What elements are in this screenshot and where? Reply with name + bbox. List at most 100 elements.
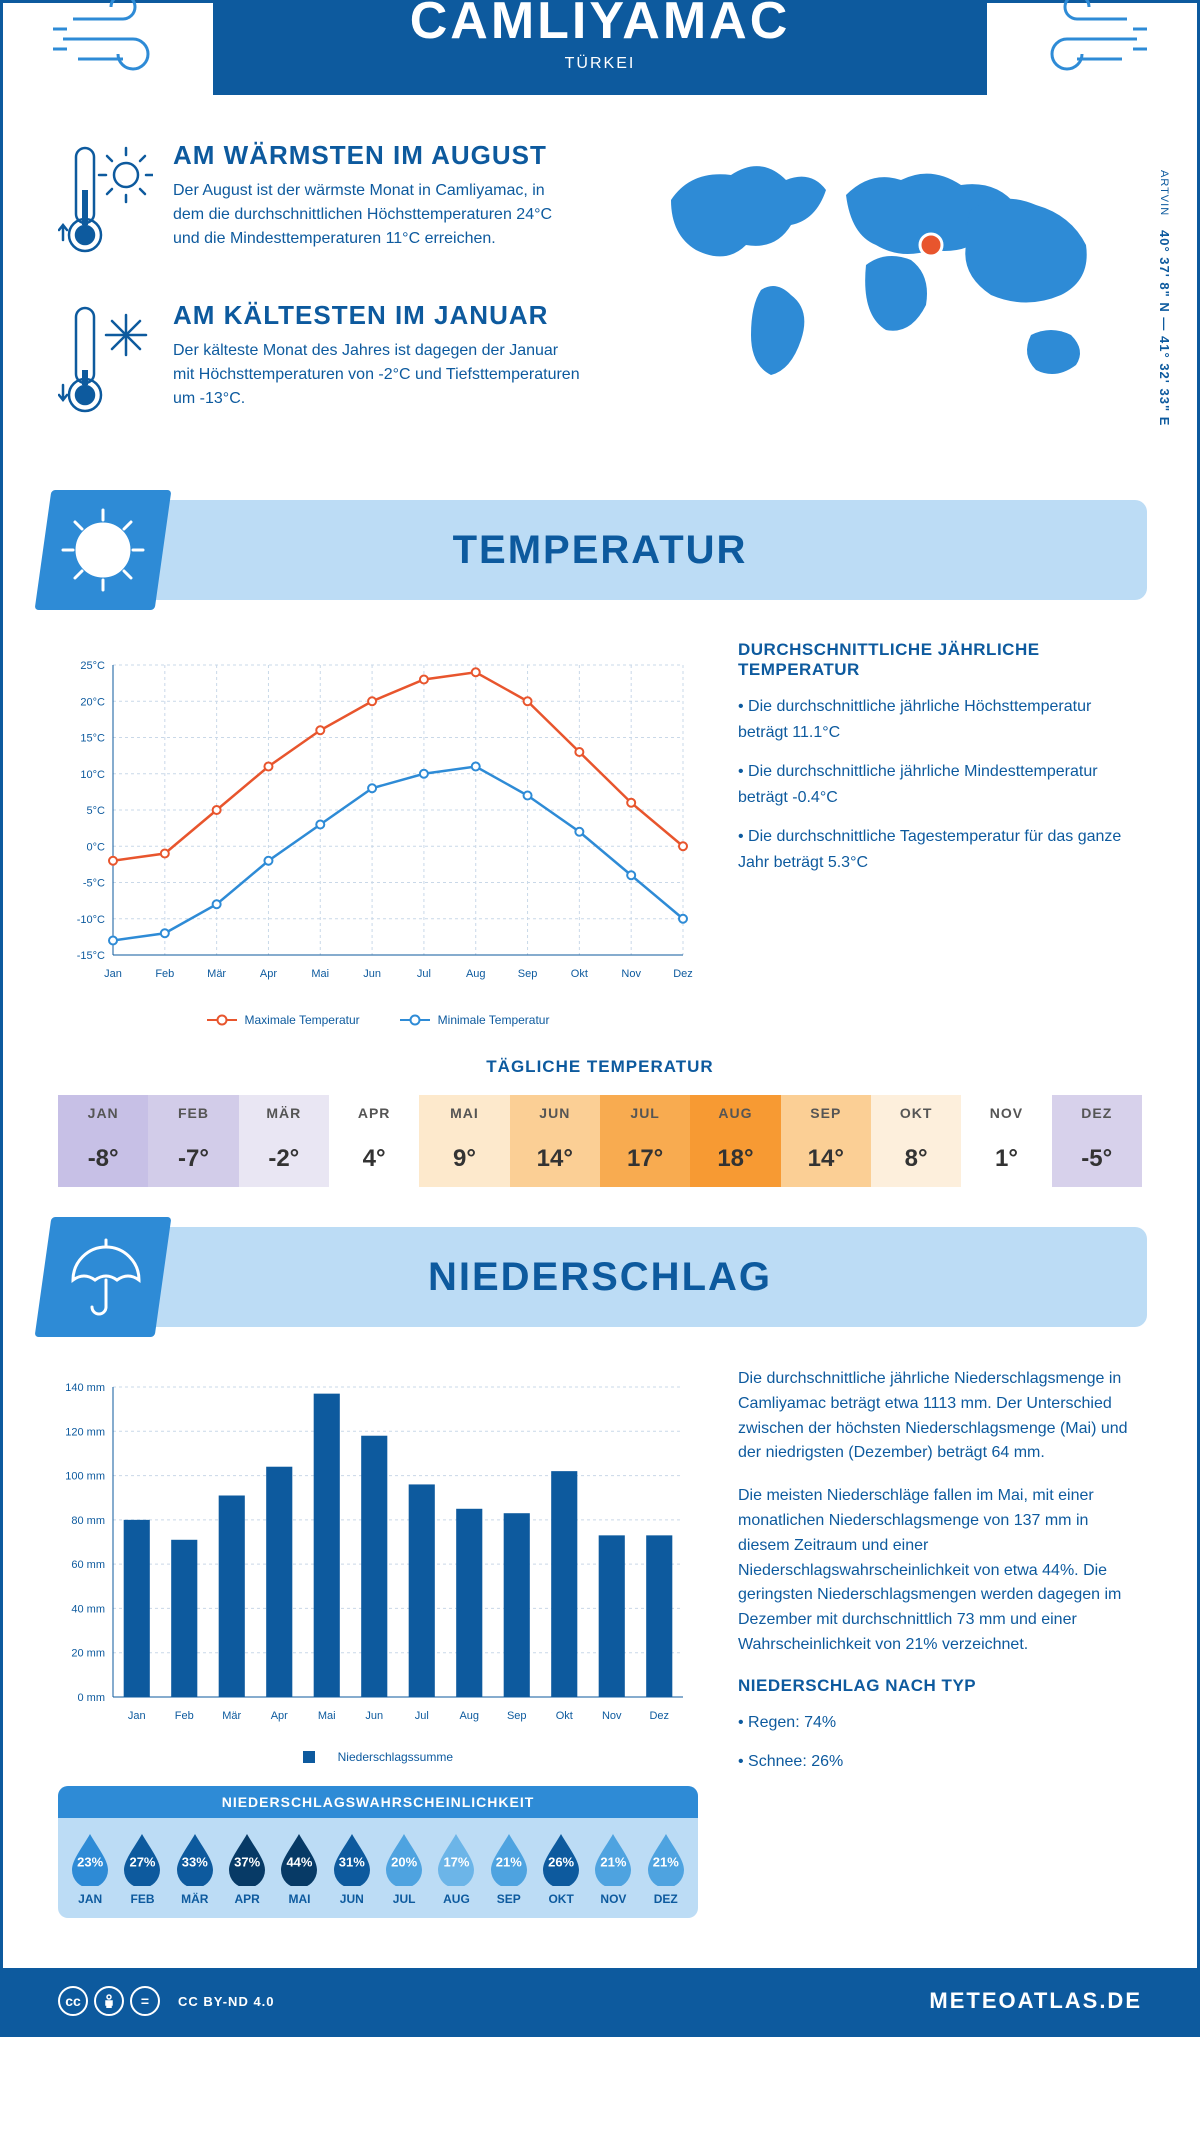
svg-text:Okt: Okt xyxy=(556,1710,573,1722)
daily-temp-cell: SEP14° xyxy=(781,1095,871,1187)
svg-text:Jul: Jul xyxy=(417,968,431,980)
prob-month-label: APR xyxy=(225,1892,269,1906)
precipitation-bar-chart: 0 mm20 mm40 mm60 mm80 mm100 mm120 mm140 … xyxy=(58,1367,698,1737)
raindrop-icon: 27% xyxy=(120,1832,164,1886)
daily-temp-cell: JUN14° xyxy=(510,1095,600,1187)
svg-text:Mai: Mai xyxy=(318,1710,336,1722)
svg-text:Jan: Jan xyxy=(104,968,122,980)
page-subtitle: TÜRKEI xyxy=(213,55,987,73)
page-title: CAMLIYAMAC xyxy=(213,0,987,51)
prob-month-label: MAI xyxy=(277,1892,321,1906)
cc-nd-icon: = xyxy=(130,1986,160,2016)
svg-text:20°C: 20°C xyxy=(80,696,105,708)
svg-text:Jul: Jul xyxy=(415,1710,429,1722)
wind-icon xyxy=(53,0,183,79)
prob-month-label: DEZ xyxy=(644,1892,688,1906)
svg-text:0 mm: 0 mm xyxy=(78,1692,106,1704)
precip-paragraph: Die durchschnittliche jährliche Niedersc… xyxy=(738,1367,1142,1466)
svg-text:15°C: 15°C xyxy=(80,733,105,745)
temp-bullet: • Die durchschnittliche Tagestemperatur … xyxy=(738,824,1142,875)
prob-month-label: OKT xyxy=(539,1892,583,1906)
raindrop-icon: 33% xyxy=(173,1832,217,1886)
daily-temp-cell: OKT8° xyxy=(871,1095,961,1187)
precip-probability-box: NIEDERSCHLAGSWAHRSCHEINLICHKEIT 23%27%33… xyxy=(58,1786,698,1918)
svg-text:20 mm: 20 mm xyxy=(71,1648,105,1660)
daily-temp-cell: DEZ-5° xyxy=(1052,1095,1142,1187)
svg-text:Okt: Okt xyxy=(571,968,588,980)
daily-temp-cell: NOV1° xyxy=(961,1095,1051,1187)
svg-text:Jan: Jan xyxy=(128,1710,146,1722)
raindrop-icon: 37% xyxy=(225,1832,269,1886)
warmest-fact: AM WÄRMSTEN IM AUGUST Der August ist der… xyxy=(58,140,580,265)
raindrop-icon: 23% xyxy=(68,1832,112,1886)
prob-month-label: JUL xyxy=(382,1892,426,1906)
svg-text:Sep: Sep xyxy=(518,968,538,980)
license-text: CC BY-ND 4.0 xyxy=(178,1994,275,2009)
prob-month-label: JUN xyxy=(330,1892,374,1906)
svg-text:Jun: Jun xyxy=(365,1710,383,1722)
svg-text:80 mm: 80 mm xyxy=(71,1515,105,1527)
temperature-line-chart: -15°C-10°C-5°C0°C5°C10°C15°C20°C25°CJanF… xyxy=(58,640,698,1000)
daily-temp-cell: FEB-7° xyxy=(148,1095,238,1187)
svg-text:Mai: Mai xyxy=(311,968,329,980)
daily-temp-cell: JAN-8° xyxy=(58,1095,148,1187)
daily-temp-cell: MAI9° xyxy=(419,1095,509,1187)
svg-text:Mär: Mär xyxy=(222,1710,241,1722)
raindrop-icon: 26% xyxy=(539,1832,583,1886)
svg-text:120 mm: 120 mm xyxy=(65,1426,105,1438)
svg-text:5°C: 5°C xyxy=(87,805,106,817)
svg-text:-15°C: -15°C xyxy=(77,950,105,962)
precipitation-section-header: NIEDERSCHLAG xyxy=(53,1227,1147,1327)
svg-text:Dez: Dez xyxy=(649,1710,669,1722)
raindrop-icon: 21% xyxy=(487,1832,531,1886)
temp-bullet: • Die durchschnittliche jährliche Mindes… xyxy=(738,759,1142,810)
raindrop-icon: 17% xyxy=(434,1832,478,1886)
prob-month-label: SEP xyxy=(487,1892,531,1906)
page-footer: cc = CC BY-ND 4.0 METEOATLAS.DE xyxy=(3,1968,1197,2034)
cc-by-icon xyxy=(94,1986,124,2016)
raindrop-icon: 31% xyxy=(330,1832,374,1886)
svg-text:Apr: Apr xyxy=(260,968,277,980)
prob-month-label: FEB xyxy=(120,1892,164,1906)
daily-temp-heading: TÄGLICHE TEMPERATUR xyxy=(3,1057,1197,1077)
daily-temp-cell: JUL17° xyxy=(600,1095,690,1187)
svg-text:-5°C: -5°C xyxy=(83,878,105,890)
world-map-icon xyxy=(620,140,1142,400)
daily-temp-table: JAN-8°FEB-7°MÄR-2°APR4°MAI9°JUN14°JUL17°… xyxy=(58,1095,1142,1187)
precip-type-rain: • Regen: 74% xyxy=(738,1710,1142,1736)
footer-brand: METEOATLAS.DE xyxy=(929,1988,1142,2014)
prob-month-label: MÄR xyxy=(173,1892,217,1906)
svg-text:40 mm: 40 mm xyxy=(71,1603,105,1615)
title-banner: CAMLIYAMAC TÜRKEI xyxy=(213,0,987,95)
thermometer-hot-icon xyxy=(58,140,153,260)
temp-chart-legend: Maximale Temperatur Minimale Temperatur xyxy=(58,1013,698,1027)
raindrop-icon: 20% xyxy=(382,1832,426,1886)
warmest-text: Der August ist der wärmste Monat in Caml… xyxy=(173,179,580,251)
daily-temp-cell: APR4° xyxy=(329,1095,419,1187)
coldest-fact: AM KÄLTESTEN IM JANUAR Der kälteste Mona… xyxy=(58,300,580,425)
sun-icon xyxy=(58,505,148,595)
svg-text:Nov: Nov xyxy=(602,1710,622,1722)
wind-icon xyxy=(1017,0,1147,79)
coldest-title: AM KÄLTESTEN IM JANUAR xyxy=(173,300,580,331)
raindrop-icon: 44% xyxy=(277,1832,321,1886)
precip-chart-legend: Niederschlagssumme xyxy=(58,1750,698,1766)
svg-text:25°C: 25°C xyxy=(80,660,105,672)
svg-text:Feb: Feb xyxy=(175,1710,194,1722)
temp-bullet: • Die durchschnittliche jährliche Höchst… xyxy=(738,694,1142,745)
precip-type-snow: • Schnee: 26% xyxy=(738,1749,1142,1775)
svg-text:Feb: Feb xyxy=(155,968,174,980)
raindrop-icon: 21% xyxy=(644,1832,688,1886)
temp-avg-heading: DURCHSCHNITTLICHE JÄHRLICHE TEMPERATUR xyxy=(738,640,1142,680)
prob-month-label: JAN xyxy=(68,1892,112,1906)
cc-icon: cc xyxy=(58,1986,88,2016)
precip-type-heading: NIEDERSCHLAG NACH TYP xyxy=(738,1676,1142,1696)
svg-text:Sep: Sep xyxy=(507,1710,527,1722)
raindrop-icon: 21% xyxy=(591,1832,635,1886)
temperature-section-header: TEMPERATUR xyxy=(53,500,1147,600)
precip-paragraph: Die meisten Niederschläge fallen im Mai,… xyxy=(738,1484,1142,1658)
svg-text:Nov: Nov xyxy=(621,968,641,980)
prob-month-label: NOV xyxy=(591,1892,635,1906)
prob-month-label: AUG xyxy=(434,1892,478,1906)
svg-text:Dez: Dez xyxy=(673,968,693,980)
